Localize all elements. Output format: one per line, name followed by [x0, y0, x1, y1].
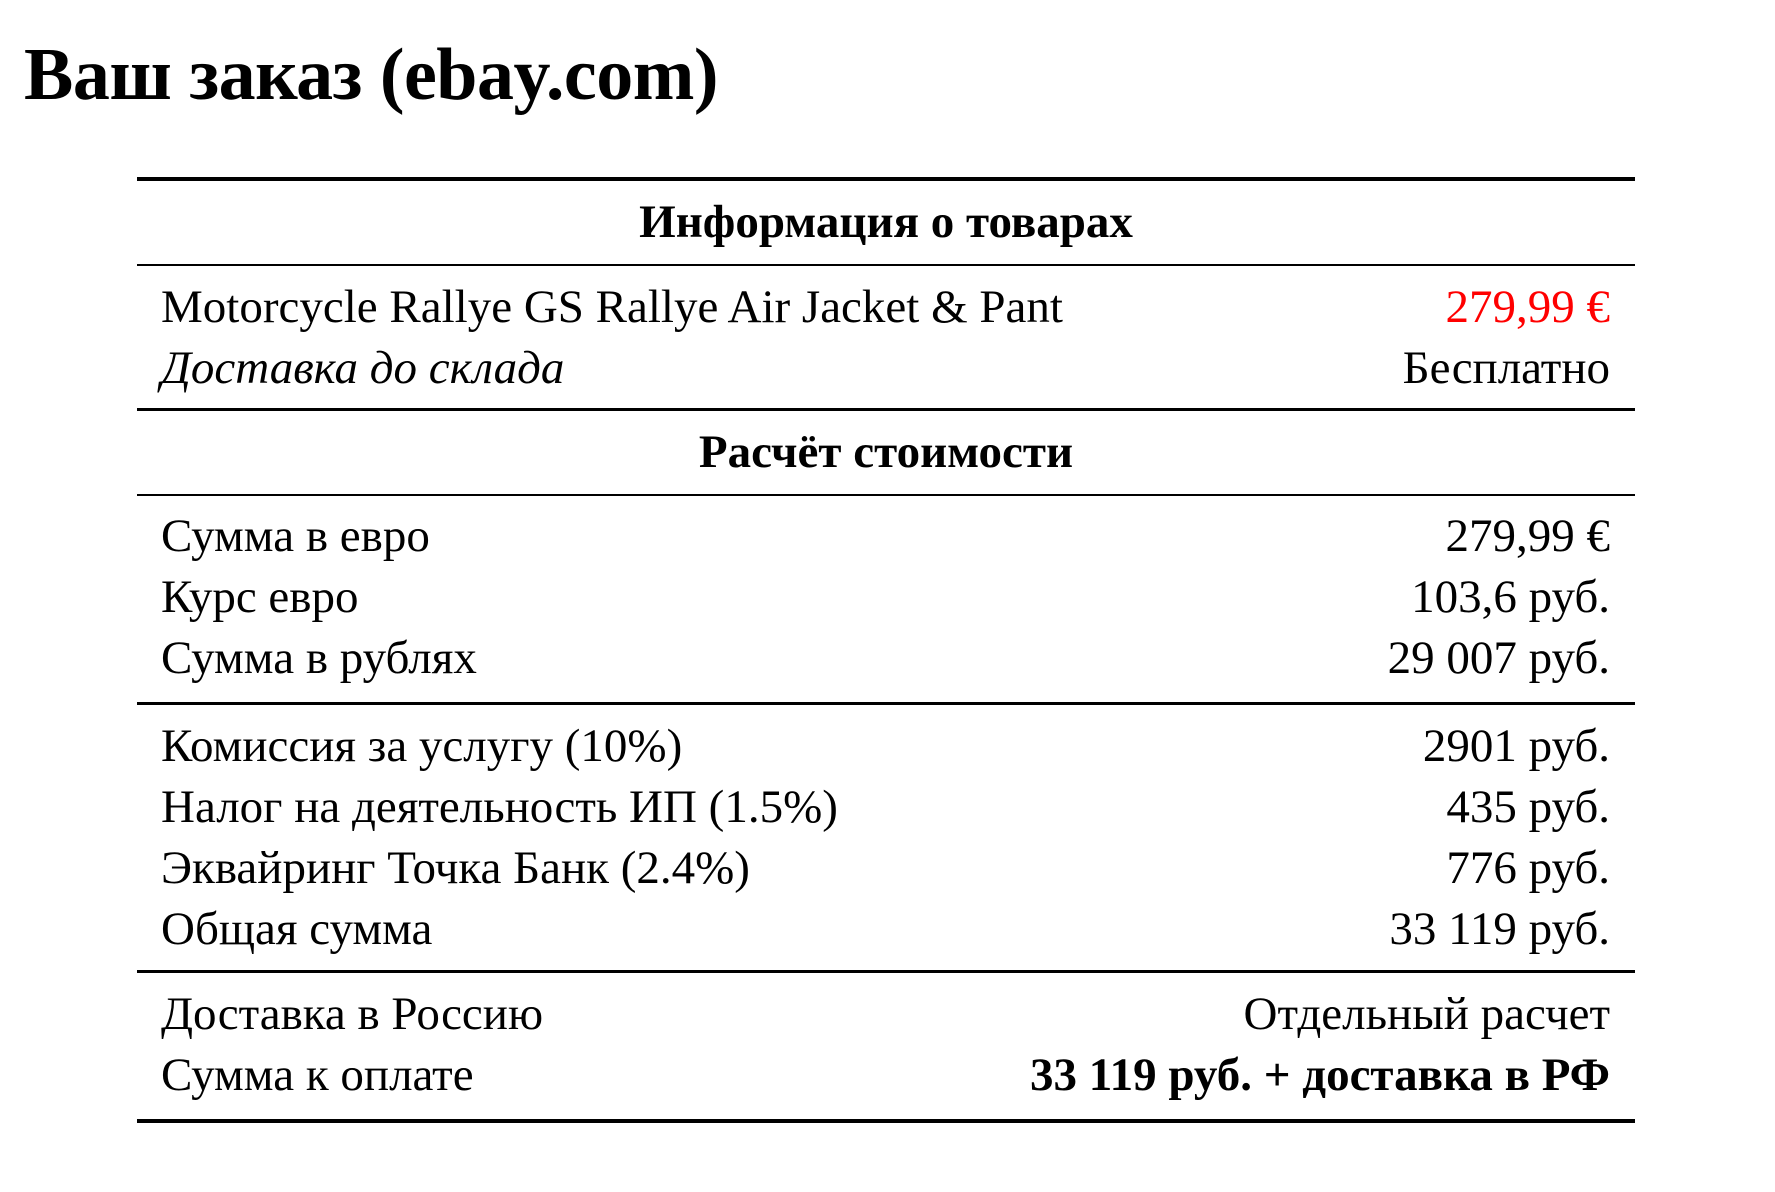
row-value: 279,99 €	[1445, 510, 1611, 562]
warehouse-shipping-label: Доставка до склада	[161, 342, 565, 394]
row-value: 2901 руб.	[1422, 720, 1610, 772]
row-value: 776 руб.	[1446, 842, 1610, 894]
divider	[137, 702, 1635, 705]
divider	[137, 494, 1635, 496]
tax-row: Налог на деятельность ИП (1.5%) 435 руб.	[137, 777, 1635, 838]
row-label: Доставка в Россию	[161, 988, 544, 1040]
order-table: Информация о товарах Motorcycle Rallye G…	[137, 177, 1635, 1123]
row-value: 33 119 руб.	[1389, 903, 1610, 955]
conversion-group: Сумма в евро 279,99 € Курс евро 103,6 ру…	[137, 496, 1635, 702]
sum-rub-row: Сумма в рублях 29 007 руб.	[137, 628, 1635, 689]
row-label: Курс евро	[161, 571, 359, 623]
acquiring-row: Эквайринг Точка Банк (2.4%) 776 руб.	[137, 838, 1635, 899]
total-row: Общая сумма 33 119 руб.	[137, 899, 1635, 960]
warehouse-shipping-row: Доставка до склада Бесплатно	[137, 338, 1635, 399]
row-label: Общая сумма	[161, 903, 433, 955]
divider	[137, 408, 1635, 411]
row-value: 103,6 руб.	[1411, 571, 1610, 623]
divider	[137, 1119, 1635, 1123]
page-title: Ваш заказ (ebay.com)	[24, 34, 719, 116]
product-name: Motorcycle Rallye GS Rallye Air Jacket &…	[161, 281, 1063, 333]
payment-group: Доставка в Россию Отдельный расчет Сумма…	[137, 973, 1635, 1119]
service-fee-row: Комиссия за услугу (10%) 2901 руб.	[137, 716, 1635, 777]
warehouse-shipping-value: Бесплатно	[1402, 342, 1610, 394]
product-row: Motorcycle Rallye GS Rallye Air Jacket &…	[137, 277, 1635, 338]
calc-section-header: Расчёт стоимости	[698, 426, 1074, 478]
row-label: Эквайринг Точка Банк (2.4%)	[161, 842, 750, 894]
items-section: Motorcycle Rallye GS Rallye Air Jacket &…	[137, 266, 1635, 408]
row-label: Сумма в рублях	[161, 632, 477, 684]
amount-due-value: 33 119 руб. + доставка в РФ	[1029, 1049, 1610, 1101]
fees-group: Комиссия за услугу (10%) 2901 руб. Налог…	[137, 705, 1635, 970]
russia-shipping-row: Доставка в Россию Отдельный расчет	[137, 984, 1635, 1045]
row-value: 435 руб.	[1446, 781, 1610, 833]
eur-rate-row: Курс евро 103,6 руб.	[137, 567, 1635, 628]
row-label: Комиссия за услугу (10%)	[161, 720, 683, 772]
divider	[137, 177, 1635, 181]
row-label: Налог на деятельность ИП (1.5%)	[161, 781, 838, 833]
divider	[137, 264, 1635, 266]
items-section-header: Информация о товарах	[639, 196, 1133, 248]
divider	[137, 970, 1635, 973]
row-value: Отдельный расчет	[1243, 988, 1610, 1040]
row-label: Сумма к оплате	[161, 1049, 474, 1101]
row-value: 29 007 руб.	[1387, 632, 1610, 684]
amount-due-row: Сумма к оплате 33 119 руб. + доставка в …	[137, 1045, 1635, 1106]
sum-eur-row: Сумма в евро 279,99 €	[137, 506, 1635, 567]
row-label: Сумма в евро	[161, 510, 430, 562]
product-price: 279,99 €	[1445, 281, 1611, 333]
